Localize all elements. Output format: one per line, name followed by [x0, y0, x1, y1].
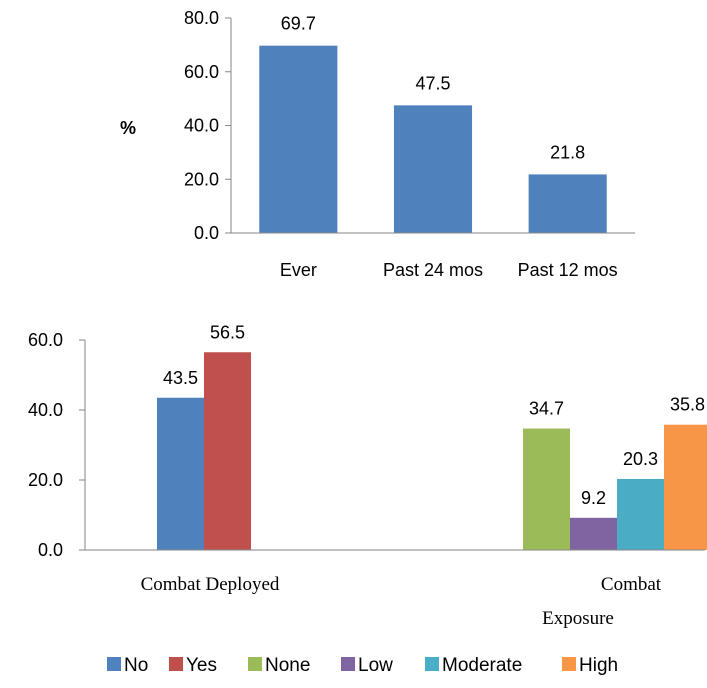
chart1-x-tick-label: Ever [280, 260, 317, 280]
chart1-x-tick-label: Past 12 mos [518, 260, 618, 280]
chart2-category-label: Combat [601, 574, 662, 595]
chart2-bar-no [157, 397, 204, 550]
chart2-bar-high [664, 424, 707, 550]
chart1-y-axis: 0.0 20.0 40.0 60.0 80.0 [184, 8, 231, 243]
chart1-data-label: 47.5 [415, 73, 450, 93]
chart2-data-label: 43.5 [163, 368, 198, 388]
legend-swatch-moderate [425, 657, 439, 671]
legend-label-moderate: Moderate [442, 655, 522, 676]
chart2-y-tick-label: 0.0 [38, 540, 63, 560]
chart2-category-labels: Combat Deployed Combat Exposure [141, 574, 662, 629]
chart2-data-label: 34.7 [529, 399, 564, 419]
chart2-data-label: 56.5 [210, 322, 245, 342]
chart2-y-tick-label: 60.0 [28, 330, 63, 350]
chart-1: % 0.0 20.0 40.0 60.0 80.0 69.7 47.5 21.8 Ever P… [120, 8, 635, 280]
chart2-bar-low [570, 517, 617, 550]
chart2-bars [157, 352, 707, 550]
chart2-data-labels: 43.5 56.5 34.7 9.2 20.3 35.8 [163, 322, 705, 508]
chart1-y-tick-label: 0.0 [194, 223, 219, 243]
chart2-bar-moderate [617, 478, 664, 550]
chart1-y-tick-label: 80.0 [184, 8, 219, 28]
legend-label-low: Low [358, 655, 393, 676]
chart2-data-label: 35.8 [670, 395, 705, 415]
chart2-data-label: 9.2 [581, 488, 606, 508]
legend-label-no: No [124, 655, 148, 676]
chart1-y-tick-label: 20.0 [184, 169, 219, 189]
chart2-category-label: Combat Deployed [141, 574, 280, 595]
chart1-bar [259, 45, 338, 234]
chart2-category-label: Exposure [542, 608, 614, 629]
legend-swatch-none [248, 657, 262, 671]
chart2-y-tick-label: 40.0 [28, 400, 63, 420]
chart2-y-axis: 0.0 20.0 40.0 60.0 [28, 330, 85, 560]
chart2-bar-yes [204, 352, 251, 550]
chart2-data-label: 20.3 [623, 449, 658, 469]
legend-label-yes: Yes [186, 655, 217, 676]
chart1-x-tick-labels: Ever Past 24 mos Past 12 mos [280, 260, 618, 280]
chart2-y-tick-label: 20.0 [28, 470, 63, 490]
legend-swatch-high [562, 657, 576, 671]
chart1-x-tick-label: Past 24 mos [383, 260, 483, 280]
legend-swatch-low [341, 657, 355, 671]
chart1-y-tick-label: 40.0 [184, 116, 219, 136]
chart1-bars [259, 45, 607, 234]
legend-label-high: High [579, 655, 618, 676]
chart-2: 0.020.040.060.0 43.556.534.79.220.335.8 … [28, 322, 707, 676]
legend-swatch-no [107, 657, 121, 671]
chart2-bar-none [523, 428, 570, 550]
chart1-bar [393, 105, 473, 233]
chart1-y-tick-label: 60.0 [184, 62, 219, 82]
chart1-data-labels: 69.7 47.5 21.8 [281, 14, 585, 163]
chart2-legend: No Yes None Low Moderate High [107, 655, 618, 676]
legend-swatch-yes [169, 657, 183, 671]
chart1-bar [528, 174, 607, 233]
chart1-ylabel: % [120, 118, 136, 138]
chart1-data-label: 69.7 [281, 14, 316, 34]
chart1-data-label: 21.8 [550, 142, 585, 162]
legend-label-none: None [265, 655, 310, 676]
